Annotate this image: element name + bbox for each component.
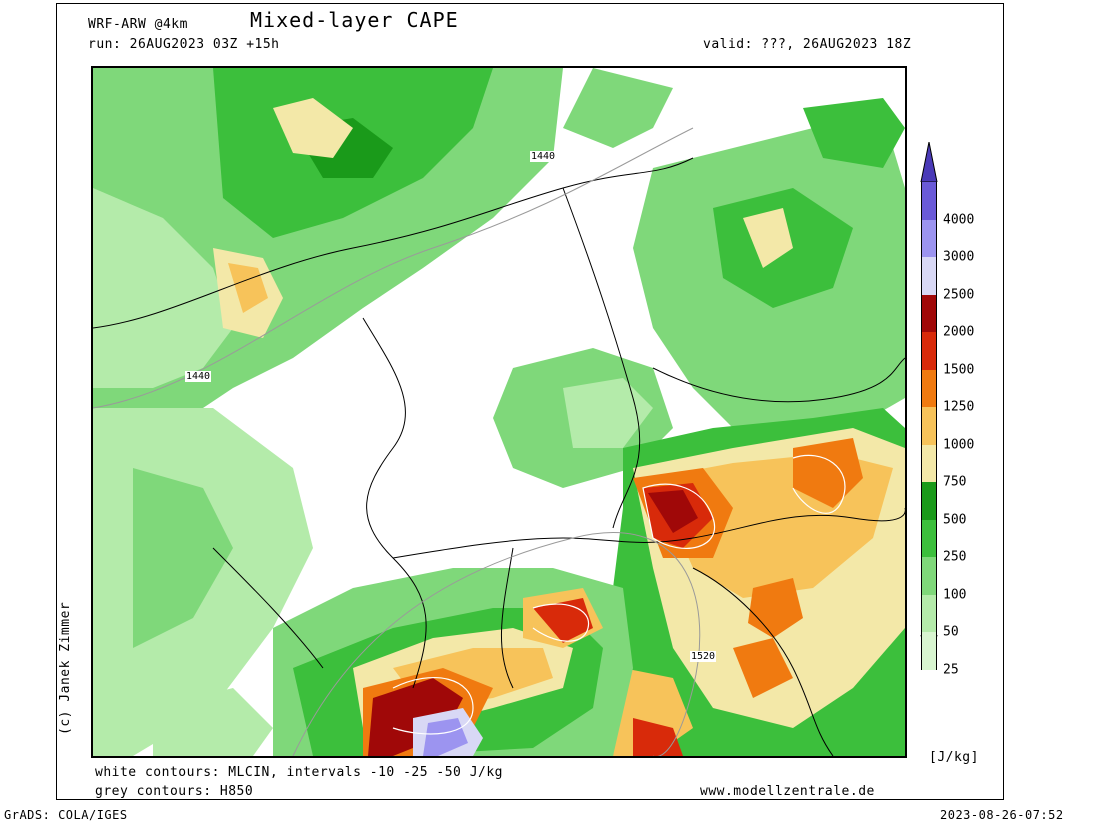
h850-label: 1520 [690,651,717,662]
chart-title: Mixed-layer CAPE [250,8,459,32]
colorbar-level-label: 2000 [943,324,975,340]
colorbar-swatch [921,332,937,370]
valid-label: valid: ???, 26AUG2023 18Z [703,37,912,52]
model-label: WRF-ARW @4km [88,17,188,32]
colorbar-level-label: 250 [943,549,967,565]
run-label: run: 26AUG2023 03Z +15h [88,37,280,52]
colorbar-level-label: 3000 [943,249,975,265]
colorbar-level-label: 1000 [943,437,975,452]
grey-contours-note: grey contours: H850 [95,784,254,799]
colorbar-swatch [921,557,937,595]
copyright-label: (c) Janek Zimmer [58,601,73,735]
colorbar-unit: [J/kg] [929,750,979,765]
colorbar-swatch [921,632,937,670]
colorbar-swatch [921,257,937,295]
colorbar-level-label: 1250 [943,399,975,415]
colorbar-level-label: 2500 [943,287,975,302]
grads-credit: GrADS: COLA/IGES [4,808,128,822]
colorbar-swatch [921,407,937,445]
h850-label: 1440 [185,371,212,382]
country-borders [93,157,905,756]
colorbar-swatch [921,294,937,332]
white-contours-note: white contours: MLCIN, intervals -10 -25… [95,765,504,780]
mlcin-white-contours [392,454,846,735]
colorbar-level-label: 750 [943,474,967,490]
colorbar-swatch [921,219,937,257]
cape-map: 1440 1440 1520 [91,66,907,758]
colorbar-swatch [921,444,937,482]
colorbar-swatch [921,594,937,632]
colorbar-swatch [921,519,937,557]
colorbar-level-label: 25 [943,662,959,677]
colorbar-swatch [921,369,937,407]
colorbar-level-label: 4000 [943,212,975,227]
plot-frame [56,3,1004,800]
timestamp-label: 2023-08-26-07:52 [940,808,1064,822]
h850-label: 1440 [530,151,557,162]
colorbar-level-label: 100 [943,587,967,602]
colorbar-top-arrow [920,142,938,182]
colorbar-swatch [921,182,937,220]
colorbar-level-label: 50 [943,624,959,640]
colorbar-swatch [921,482,937,520]
colorbar-level-label: 1500 [943,362,975,377]
website-label: www.modellzentrale.de [700,784,875,799]
colorbar-level-label: 500 [943,512,967,527]
cape-field [93,68,905,756]
